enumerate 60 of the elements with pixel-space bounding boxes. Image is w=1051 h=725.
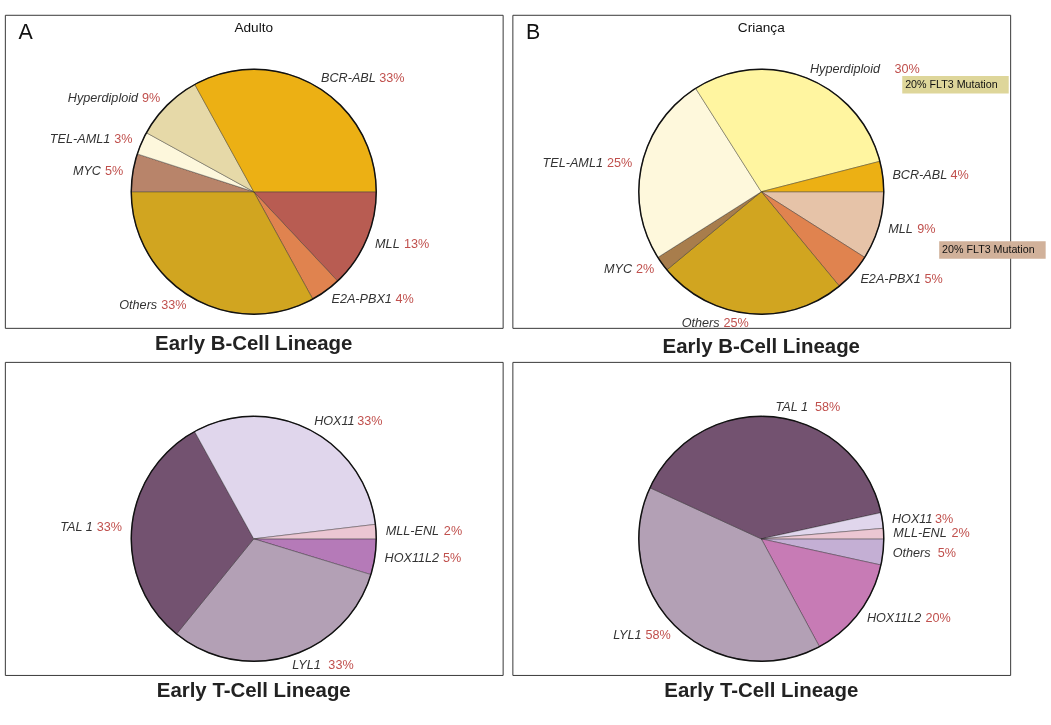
data-label: 2% — [951, 526, 970, 541]
slice-label: MLL-ENL — [385, 523, 440, 538]
slice-label: E2A-PBX1 — [860, 272, 921, 287]
data-label: 33% — [379, 70, 405, 85]
slice-label: HOX11L2 — [384, 551, 440, 566]
slice-label: TEL-AML1 — [542, 155, 603, 170]
slice-label: Hyperdiploid — [67, 91, 140, 106]
slice-label: LYL1 — [613, 628, 642, 643]
slice-label: MLL — [375, 237, 400, 252]
data-label: 58% — [815, 400, 841, 415]
slice-label: Others — [892, 545, 932, 560]
data-label: 4% — [950, 168, 969, 183]
slice-label: HOX11 — [892, 511, 933, 526]
data-label: 3% — [114, 132, 133, 147]
slice-label: BCR-ABL — [892, 168, 948, 183]
data-label: 5% — [937, 545, 957, 560]
slice-label: MLL — [888, 221, 913, 236]
data-label: 33% — [357, 414, 383, 429]
slice-label: Others — [681, 316, 721, 331]
text: Criança — [737, 20, 786, 36]
slice-label: HOX11 — [314, 414, 355, 429]
data-label: 3% — [935, 511, 954, 526]
data-label: 5% — [443, 551, 462, 566]
slice-label: MYC — [72, 163, 102, 178]
text: A — [18, 20, 34, 45]
data-label: 58% — [645, 628, 671, 643]
data-label: 9% — [917, 221, 936, 236]
data-label: 30% — [894, 61, 920, 76]
text: Early B-Cell Lineage — [155, 332, 353, 355]
text: B — [525, 20, 541, 45]
slice-label: Hyperdiploid — [809, 61, 882, 76]
text: Early B-Cell Lineage — [662, 334, 860, 357]
slice-label: MLL-ENL — [893, 526, 947, 541]
data-label: 25% — [723, 316, 749, 331]
data-label: 33% — [328, 658, 354, 673]
slice-label: HOX11L2 — [866, 611, 922, 626]
text: Adulto — [234, 20, 274, 36]
data-label: 25% — [606, 155, 633, 170]
data-label: 2% — [443, 523, 463, 538]
slice-label: BCR-ABL — [321, 70, 376, 85]
data-label: 13% — [404, 237, 430, 252]
data-label: 20% — [925, 611, 951, 626]
data-label: 9% — [142, 91, 161, 106]
data-label: 5% — [924, 272, 943, 287]
data-label: 5% — [104, 163, 124, 178]
slice-label: LYL1 — [292, 658, 321, 673]
slice-label: Others — [119, 298, 158, 313]
slice-label: MYC — [604, 262, 633, 277]
slice-label: TEL-AML1 — [49, 132, 111, 147]
text: 20% FLT3 Mutation — [942, 243, 1035, 255]
data-label: 33% — [161, 298, 187, 313]
slice-label: E2A-PBX1 — [331, 291, 392, 306]
data-label: 2% — [636, 262, 655, 277]
text: 20% FLT3 Mutation — [905, 77, 998, 90]
text: Early T-Cell Lineage — [664, 679, 859, 702]
slice-label: TAL 1 — [775, 400, 808, 415]
data-label: 4% — [395, 291, 414, 306]
text: Early T-Cell Lineage — [156, 679, 351, 702]
slice-label: TAL 1 — [60, 519, 93, 534]
data-label: 33% — [96, 519, 123, 534]
